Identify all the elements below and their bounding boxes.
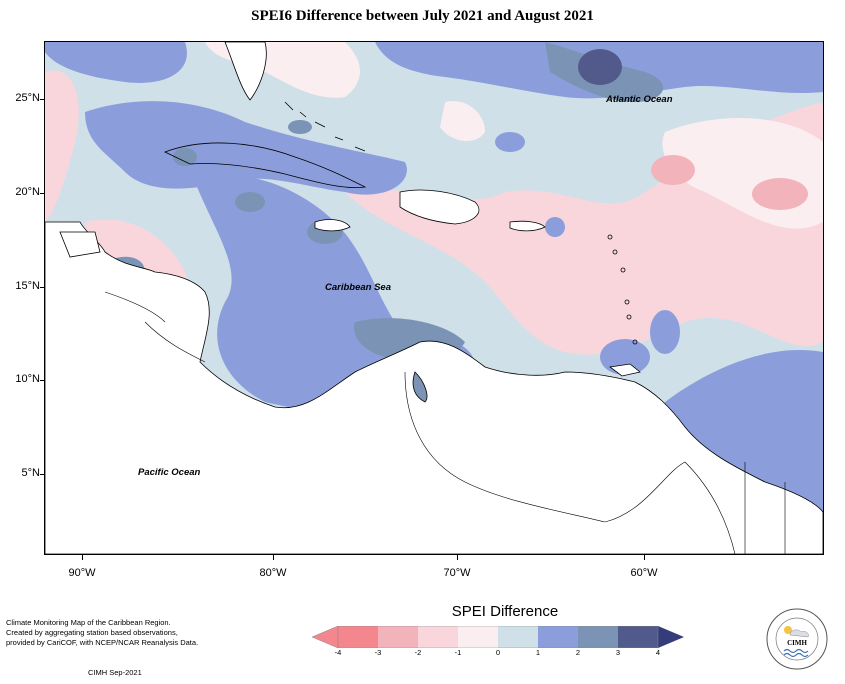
lat-tick [40,193,45,194]
legend-tick: -4 [334,648,342,657]
legend-swatch [498,626,538,648]
legend-tick: 4 [655,648,661,657]
sun-icon [784,626,792,634]
lon-label-60w: 60°W [630,567,658,579]
legend-tick: -2 [414,648,422,657]
credit-line: Climate Monitoring Map of the Caribbean … [6,618,171,627]
lon-label-70w: 70°W [443,567,471,579]
lat-tick [40,380,45,381]
credit-line: provided by CariCOF, with NCEP/NCAR Rean… [6,638,199,647]
logo-text: CIMH [787,639,807,647]
legend-swatch [312,626,339,648]
legend-swatch [338,626,378,648]
lon-tick [644,555,645,560]
legend-swatch [378,626,418,648]
lat-tick [40,287,45,288]
cloud-icon [789,629,809,638]
credit-text: Climate Monitoring Map of the Caribbean … [6,618,256,648]
legend-tick: 2 [575,648,581,657]
map-title: SPEI6 Difference between July 2021 and A… [251,8,594,24]
wave-icon [783,648,809,654]
atlantic-ocean-label: Atlantic Ocean [606,94,673,105]
legend-colorbar [312,626,684,648]
lat-tick [40,99,45,100]
legend-tick: -3 [374,648,382,657]
caribbean-sea-label: Caribbean Sea [325,282,391,293]
credit-date: CIMH Sep-2021 [88,668,142,677]
legend-tick: 1 [535,648,541,657]
lat-tick [40,474,45,475]
lat-label-10n: 10°N [15,373,40,385]
legend-tick: 3 [615,648,621,657]
legend-swatch [538,626,578,648]
lon-tick [82,555,83,560]
lon-tick [273,555,274,560]
legend-title: SPEI Difference [451,603,559,620]
lon-label-80w: 80°W [259,567,287,579]
lat-label-20n: 20°N [15,186,40,198]
lon-label-90w: 90°W [68,567,96,579]
legend-swatch [658,626,684,648]
legend-tick: -1 [454,648,462,657]
legend-swatch [578,626,618,648]
spei-map-canvas [45,42,823,554]
lon-tick [457,555,458,560]
legend-swatch [418,626,458,648]
cimh-logo-icon: CIMH [766,608,828,670]
lat-label-15n: 15°N [15,280,40,292]
lat-label-25n: 25°N [15,92,40,104]
credit-line: Created by aggregating station based obs… [6,628,178,637]
lat-label-5n: 5°N [21,467,40,479]
legend-tick: 0 [495,648,501,657]
spei-map [44,41,824,555]
pacific-ocean-label: Pacific Ocean [138,467,201,478]
legend-swatch [458,626,498,648]
legend-swatch [618,626,658,648]
